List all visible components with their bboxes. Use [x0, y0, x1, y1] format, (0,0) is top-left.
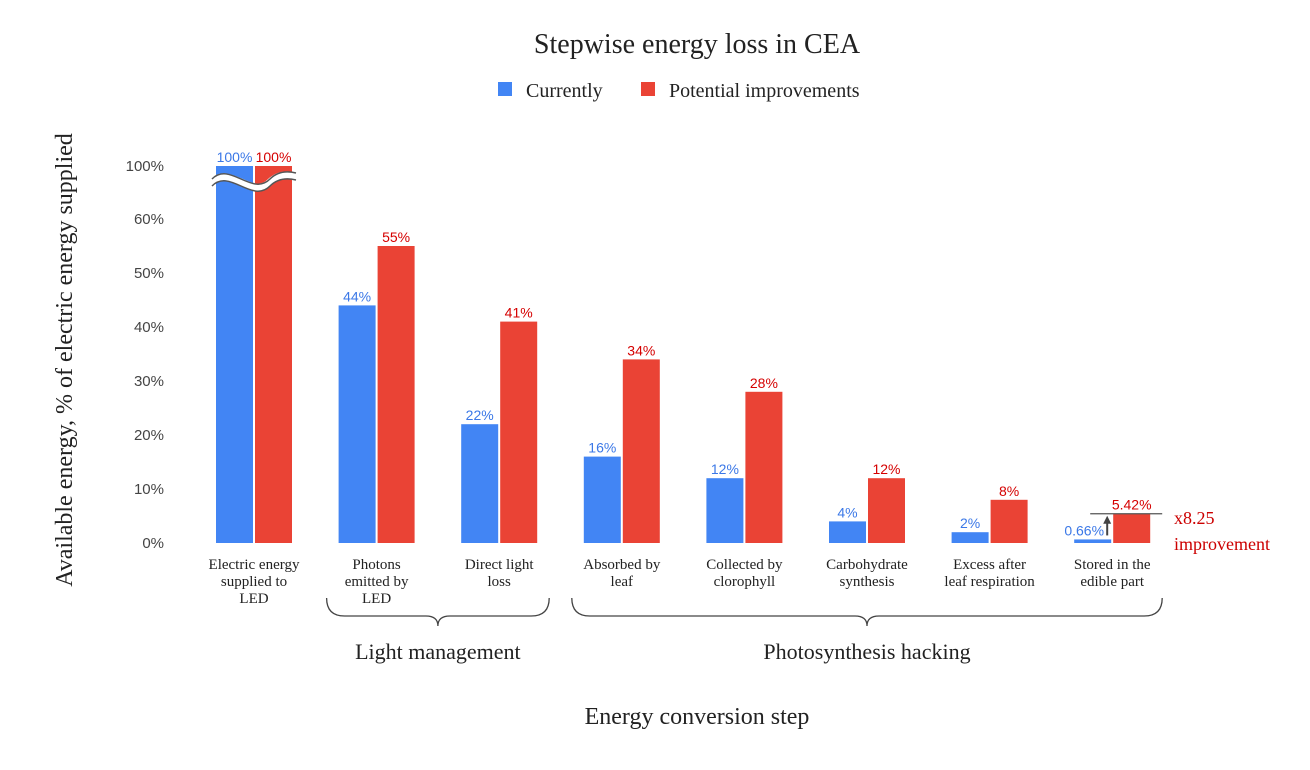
legend: Currently Potential improvements — [498, 80, 860, 102]
y-tick-label: 30% — [134, 373, 164, 390]
annotation-arrowhead — [1103, 515, 1112, 524]
axis-break-line — [211, 178, 297, 192]
y-tick-label: 10% — [134, 481, 164, 498]
x-tick-label: loss — [488, 574, 512, 590]
data-label: 44% — [343, 288, 371, 304]
x-tick-label: Stored in the — [1074, 557, 1151, 573]
bar-potential — [500, 321, 538, 543]
data-label: 0.66% — [1064, 522, 1104, 538]
data-label: 100% — [217, 149, 253, 165]
data-label: 41% — [505, 305, 533, 321]
x-tick-label: Direct light — [465, 557, 535, 573]
x-tick-label: Collected by — [706, 557, 783, 573]
bar-potential — [255, 166, 292, 543]
chart-title: Stepwise energy loss in CEA — [534, 29, 861, 60]
x-tick-label: supplied to — [221, 574, 287, 590]
bar-currently — [829, 521, 866, 543]
legend-label: Currently — [526, 80, 603, 102]
x-axis-label: Energy conversion step — [585, 704, 810, 730]
x-tick-label: leaf respiration — [944, 574, 1035, 590]
y-tick-label: 40% — [134, 319, 164, 336]
bar-potential — [622, 359, 660, 543]
bars: 100% 100% 44% 55% 22% 41% 16% 34% 12% 28% 4% 12% 2% 8… — [209, 149, 1152, 543]
x-tick-label: LED — [239, 591, 268, 607]
data-label: 16% — [588, 440, 616, 456]
bar-currently — [461, 424, 499, 543]
group-label: Light management — [355, 639, 521, 664]
x-tick-label: synthesis — [839, 574, 894, 590]
group-label: Photosynthesis hacking — [763, 639, 970, 664]
y-tick-label: 50% — [134, 265, 164, 282]
y-tick-label: 100% — [126, 158, 164, 175]
legend-label: Potential improvements — [669, 80, 860, 102]
bar-currently — [951, 532, 989, 543]
axis-break-mark — [209, 171, 297, 191]
x-tick-label: Excess after — [953, 557, 1026, 573]
x-tick-label: Carbohydrate — [826, 557, 908, 573]
x-tick-label: emitted by — [345, 574, 409, 590]
annotation-text: x8.25 — [1174, 508, 1215, 528]
y-tick-label: 20% — [134, 427, 164, 444]
data-label: 4% — [837, 504, 857, 520]
bar-potential — [377, 246, 415, 543]
annotation-text: improvement — [1174, 534, 1270, 554]
x-tick-label: edible part — [1080, 574, 1145, 590]
x-tick-label: leaf — [611, 574, 633, 590]
data-label: 100% — [256, 149, 292, 165]
bar-currently — [216, 166, 253, 543]
data-label: 5.42% — [1112, 497, 1152, 513]
bar-potential — [1113, 513, 1151, 543]
x-tick-label: LED — [362, 591, 391, 607]
bar-currently — [338, 305, 376, 543]
bar-currently — [583, 456, 621, 543]
legend-swatch — [498, 82, 512, 96]
annotation: x8.25 improvement — [1090, 508, 1270, 554]
x-tick-label: clorophyll — [714, 574, 776, 590]
data-label: 22% — [466, 407, 494, 423]
legend-swatch — [641, 82, 655, 96]
x-tick-label: Photons — [352, 557, 401, 573]
x-tick-label: Electric energy — [209, 557, 300, 573]
data-label: 12% — [872, 461, 900, 477]
y-tick-label: 0% — [142, 535, 164, 552]
data-label: 8% — [999, 483, 1019, 499]
bar-potential — [868, 478, 905, 543]
bar-currently — [1074, 539, 1112, 543]
y-axis: 0% 10% 20% 30% 40% 50% 60% 100% — [126, 158, 164, 552]
data-label: 12% — [711, 461, 739, 477]
y-axis-label: Available energy, % of electric energy s… — [52, 133, 78, 587]
data-label: 28% — [750, 375, 778, 391]
category-groups: Light management Photosynthesis hacking — [325, 597, 1163, 664]
data-label: 55% — [382, 229, 410, 245]
group-brace — [571, 597, 1163, 627]
data-label: 34% — [627, 342, 655, 358]
bar-potential — [990, 499, 1028, 543]
bar-potential — [745, 391, 783, 543]
axis-break-line — [211, 171, 297, 185]
group-brace — [325, 597, 550, 627]
x-tick-label: Absorbed by — [583, 557, 661, 573]
bar-currently — [706, 478, 744, 543]
y-tick-label: 60% — [134, 211, 164, 228]
data-label: 2% — [960, 515, 980, 531]
